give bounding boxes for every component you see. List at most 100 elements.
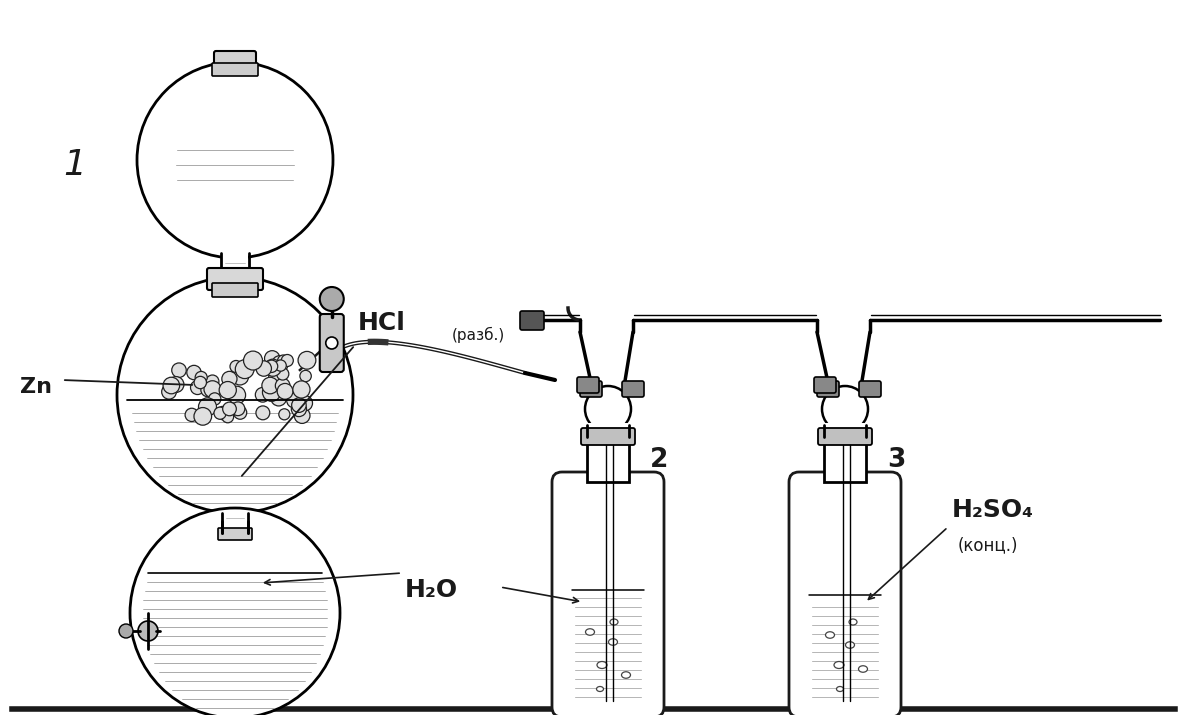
Circle shape [222,411,234,423]
FancyBboxPatch shape [581,428,636,445]
Text: (разб.): (разб.) [451,327,505,343]
FancyBboxPatch shape [219,528,252,540]
FancyBboxPatch shape [814,377,836,393]
FancyBboxPatch shape [587,437,628,482]
Circle shape [194,376,207,389]
Circle shape [163,378,179,394]
Circle shape [162,385,176,399]
Circle shape [272,355,289,372]
FancyBboxPatch shape [320,314,343,372]
Circle shape [228,386,246,404]
Circle shape [172,363,187,378]
Ellipse shape [834,661,843,669]
Circle shape [201,383,215,397]
Ellipse shape [608,638,618,645]
Circle shape [214,407,226,419]
Circle shape [292,397,307,412]
Circle shape [268,370,284,384]
Circle shape [298,351,316,369]
Polygon shape [562,482,655,707]
FancyBboxPatch shape [211,63,258,76]
Circle shape [584,386,631,432]
Ellipse shape [609,619,618,625]
Circle shape [116,277,353,513]
Circle shape [198,398,216,416]
Circle shape [222,371,236,387]
Circle shape [222,402,236,415]
Circle shape [216,406,229,420]
Circle shape [232,402,245,415]
Circle shape [277,383,293,399]
FancyBboxPatch shape [520,311,544,330]
Circle shape [230,360,242,373]
Ellipse shape [859,666,867,672]
FancyBboxPatch shape [211,283,258,297]
FancyBboxPatch shape [824,437,866,482]
Circle shape [326,337,337,349]
Ellipse shape [596,686,604,691]
Ellipse shape [836,686,843,691]
Ellipse shape [621,672,631,679]
Circle shape [255,406,270,420]
FancyBboxPatch shape [222,253,248,280]
Circle shape [299,370,311,382]
Circle shape [257,361,271,376]
Circle shape [286,393,302,408]
Circle shape [292,398,307,413]
Circle shape [194,408,211,425]
Circle shape [264,359,282,376]
Text: Zn: Zn [20,377,52,397]
Circle shape [279,409,290,420]
Text: 3: 3 [887,447,905,473]
Circle shape [274,360,286,371]
Circle shape [271,390,286,406]
Ellipse shape [586,628,594,635]
Ellipse shape [826,632,834,638]
Circle shape [219,382,236,399]
Circle shape [185,408,198,422]
Text: H₂SO₄: H₂SO₄ [952,498,1034,522]
Circle shape [265,350,280,366]
Ellipse shape [849,619,857,625]
Ellipse shape [846,642,854,649]
Circle shape [255,388,270,402]
Circle shape [119,624,133,638]
Circle shape [320,287,343,311]
Circle shape [261,378,278,394]
Circle shape [276,378,290,393]
FancyBboxPatch shape [552,472,664,715]
FancyBboxPatch shape [222,513,248,533]
FancyBboxPatch shape [214,51,255,68]
Circle shape [278,355,289,366]
Circle shape [187,365,201,380]
Text: H₂O: H₂O [405,578,459,602]
FancyBboxPatch shape [819,428,872,445]
FancyBboxPatch shape [859,381,881,397]
Circle shape [204,381,221,398]
Circle shape [282,355,293,367]
Circle shape [129,508,340,715]
Circle shape [137,62,333,258]
Circle shape [234,406,247,419]
Ellipse shape [598,661,607,669]
Circle shape [295,408,310,423]
Circle shape [232,368,248,385]
Circle shape [822,386,868,432]
FancyBboxPatch shape [824,423,865,438]
FancyBboxPatch shape [623,381,644,397]
Text: (конц.): (конц.) [958,536,1018,554]
Text: 1: 1 [63,148,87,182]
Circle shape [277,368,289,380]
Text: 2: 2 [650,447,669,473]
Circle shape [209,393,221,405]
FancyBboxPatch shape [817,381,839,397]
Circle shape [235,360,254,378]
Circle shape [291,401,307,417]
Circle shape [190,380,204,395]
Circle shape [263,383,280,401]
FancyBboxPatch shape [577,377,599,393]
FancyBboxPatch shape [221,523,249,535]
Circle shape [206,375,219,388]
Circle shape [244,351,263,370]
FancyBboxPatch shape [580,381,602,397]
